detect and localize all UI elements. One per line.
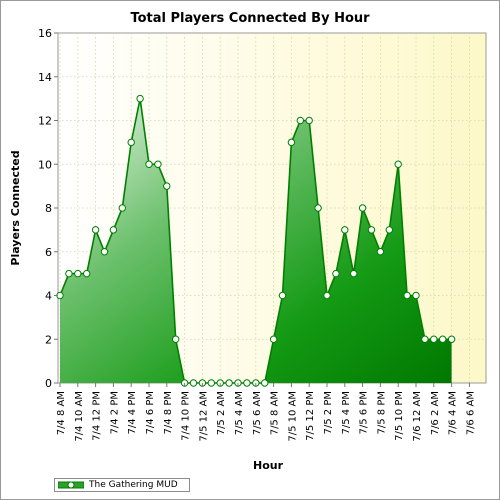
data-point — [376, 248, 385, 256]
data-point — [412, 291, 420, 300]
x-tick-label: 7/4 10 AM — [74, 391, 85, 442]
legend-label: The Gathering MUD — [89, 480, 178, 490]
data-point — [430, 335, 438, 343]
data-point — [207, 379, 216, 387]
chart-title: Total Players Connected By Hour — [130, 11, 370, 26]
data-point — [163, 182, 171, 190]
y-tick-label: 4 — [45, 290, 52, 303]
y-tick-label: 6 — [45, 246, 52, 259]
y-tick-label: 14 — [38, 71, 52, 84]
legend-swatch-icon — [58, 481, 84, 489]
data-point — [154, 160, 162, 168]
series-markers — [56, 94, 456, 387]
x-tick-label: 7/5 6 AM — [252, 391, 263, 435]
data-point — [269, 335, 278, 343]
data-point — [225, 379, 233, 387]
x-tick-label: 7/4 2 PM — [109, 391, 120, 434]
data-point — [172, 335, 180, 343]
data-point — [314, 204, 322, 212]
x-tick-label: 7/4 8 PM — [163, 391, 174, 434]
x-axis-label: Hour — [253, 459, 284, 472]
x-tick-label: 7/5 2 PM — [323, 391, 334, 434]
data-point — [145, 160, 153, 168]
x-tick-label: 7/6 6 AM — [465, 391, 476, 435]
y-tick-label: 8 — [45, 202, 52, 215]
x-tick-label: 7/6 12 AM — [412, 391, 423, 442]
data-point — [358, 204, 367, 212]
data-point — [100, 248, 109, 256]
x-tick-label: 7/5 10 AM — [287, 391, 298, 442]
x-tick-label: 7/5 4 AM — [234, 391, 245, 435]
data-point — [421, 335, 429, 343]
y-tick-label: 16 — [38, 27, 52, 40]
data-point — [341, 226, 349, 234]
x-axis-ticks: 7/4 8 AM 7/4 10 AM 7/4 12 PM 7/4 2 PM 7/4 4 … — [56, 383, 476, 442]
data-point — [296, 116, 304, 125]
x-tick-label: 7/5 10 PM — [394, 391, 405, 441]
data-point — [109, 226, 118, 234]
x-tick-label: 7/4 10 PM — [181, 391, 192, 441]
data-point — [261, 379, 269, 387]
data-point — [65, 269, 73, 278]
data-point — [394, 160, 402, 168]
y-tick-label: 10 — [38, 158, 52, 171]
x-tick-label: 7/5 12 AM — [198, 391, 209, 442]
x-tick-label: 7/5 2 AM — [216, 391, 227, 435]
y-tick-label: 12 — [38, 115, 52, 128]
data-point — [323, 291, 331, 300]
x-tick-label: 7/4 4 PM — [127, 391, 138, 434]
series-area — [60, 98, 452, 383]
data-point — [243, 379, 251, 387]
legend: The Gathering MUD — [54, 478, 190, 492]
data-point — [287, 138, 296, 147]
x-tick-label: 7/5 6 PM — [359, 391, 370, 434]
data-point — [118, 204, 127, 212]
y-axis-label: Players Connected — [9, 150, 22, 265]
data-point — [189, 379, 198, 387]
x-tick-label: 7/6 4 AM — [448, 391, 459, 435]
data-point — [350, 269, 358, 278]
data-point — [305, 116, 313, 125]
data-point — [83, 269, 91, 278]
y-tick-label: 2 — [45, 333, 52, 346]
data-point — [439, 335, 447, 343]
x-tick-label: 7/4 12 PM — [92, 391, 103, 441]
data-point — [127, 138, 135, 147]
data-point — [447, 335, 456, 343]
y-tick-label: 0 — [45, 377, 52, 390]
x-tick-label: 7/5 4 PM — [341, 391, 352, 434]
data-point — [385, 226, 393, 234]
x-tick-label: 7/5 12 PM — [305, 391, 316, 441]
data-point — [136, 94, 144, 103]
data-point — [367, 226, 376, 234]
x-tick-label: 7/6 2 AM — [430, 391, 441, 435]
x-tick-label: 7/4 6 PM — [145, 391, 156, 434]
data-point — [74, 269, 82, 278]
x-tick-label: 7/5 8 AM — [270, 391, 281, 435]
y-axis-ticks: 0 2 4 6 8 10 12 14 16 — [38, 27, 58, 390]
data-point — [403, 291, 411, 300]
data-point — [332, 269, 340, 278]
x-tick-label: 7/4 8 AM — [56, 391, 67, 435]
x-tick-label: 7/5 8 PM — [376, 391, 387, 434]
data-point — [278, 291, 287, 300]
data-point — [91, 226, 100, 234]
